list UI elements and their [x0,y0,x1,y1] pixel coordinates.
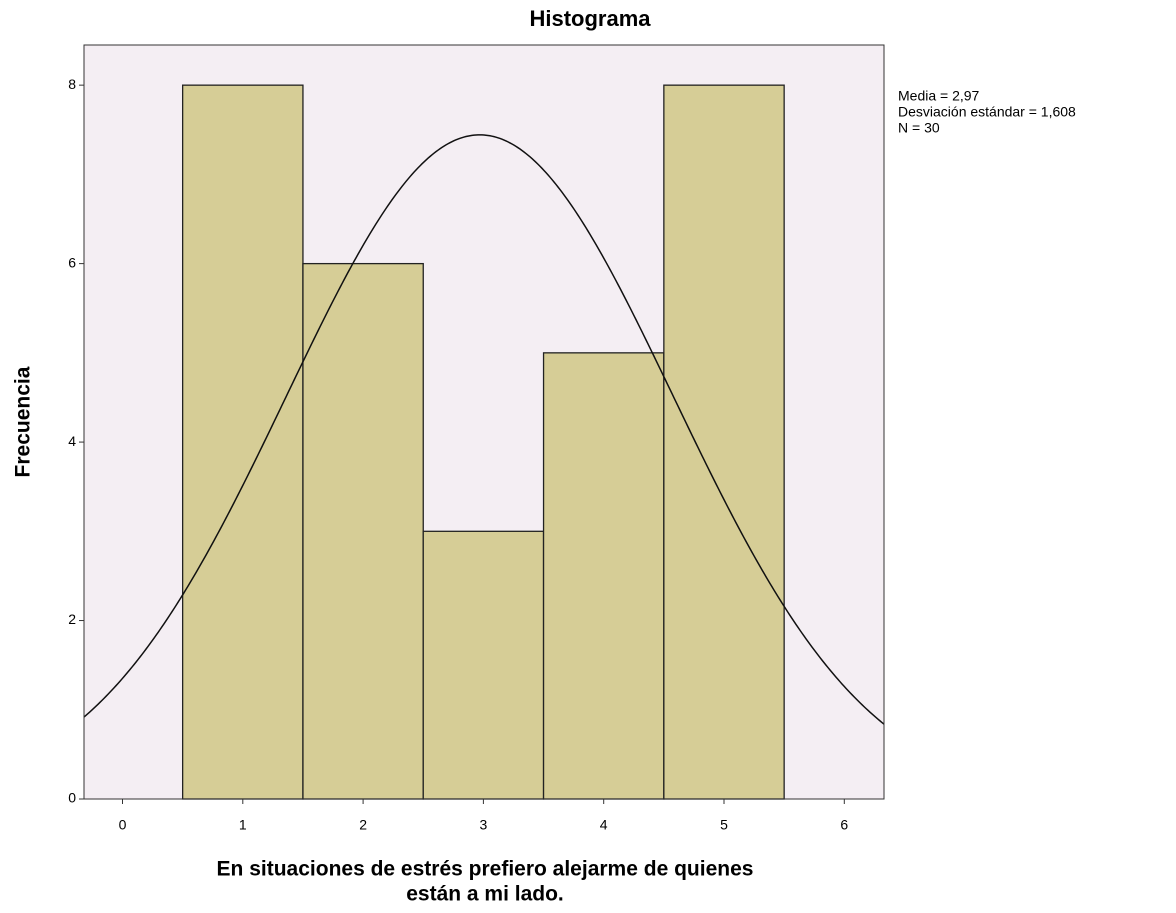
x-tick-label: 2 [359,817,367,833]
annotation: Media = 2,97 [898,88,980,104]
bar [181,84,304,800]
annotation: Desviación estándar = 1,608 [898,104,1076,120]
normal-curve [83,134,885,725]
bar [422,530,545,800]
x-tick-label: 1 [239,817,247,833]
x-tick-label: 0 [119,817,127,833]
y-tick-label: 6 [68,254,76,270]
y-tick-label: 2 [68,611,76,627]
bar [663,84,785,800]
x-tick-label: 4 [600,817,608,833]
y-axis-label: Frecuencia [12,366,35,477]
x-axis-label: En situaciones de estrés prefiero alejar… [217,858,754,881]
bar [302,262,424,800]
x-tick-label: 6 [840,817,848,833]
x-tick-label: 5 [720,817,728,833]
bar [542,352,665,800]
plot-frame [83,44,885,800]
y-tick-label: 4 [68,433,76,449]
x-tick-label: 3 [480,817,488,833]
annotation: N = 30 [898,120,940,136]
y-tick-label: 8 [68,76,76,92]
x-axis-label: están a mi lado. [406,883,564,906]
chart-title: Histograma [529,6,651,31]
y-tick-label: 0 [68,790,76,806]
